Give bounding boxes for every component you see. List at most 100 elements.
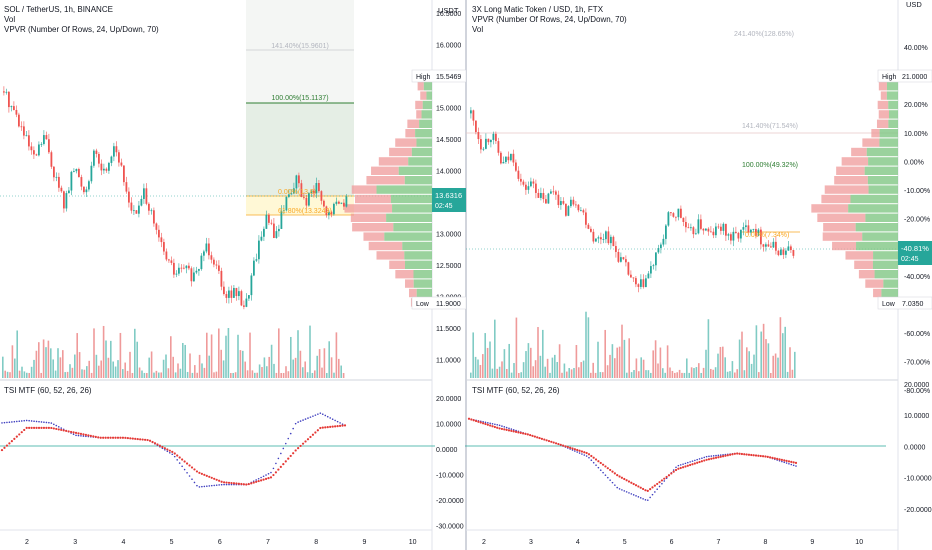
right-volume-bar-74: [647, 370, 650, 378]
right-candle-body-119: [767, 244, 770, 247]
right-tsi-series-1-pt-89: [677, 467, 680, 470]
left-tsi-series-1-pt-135: [334, 425, 337, 428]
left-price-axis[interactable]: USDT 16.500016.000015.500015.000014.5000…: [411, 6, 467, 531]
left-tsi-series-0-pt-23: [57, 426, 60, 428]
right-tsi-series-1-pt-101: [705, 458, 708, 461]
right-vpvr-row-down-2: [877, 100, 889, 110]
right-candle-body-62: [625, 259, 627, 263]
left-tsi-series-1-pt-3: [8, 442, 11, 445]
right-tsi-series-1-pt-42: [566, 445, 569, 449]
right-tsi-series-0-pt-65: [621, 489, 623, 491]
right-tsi-series-0-pt-60: [609, 479, 611, 481]
right-tsi-series-0-pt-74: [642, 498, 644, 500]
right-candle-body-111: [747, 225, 750, 233]
left-tsi-series-0-pt-16: [40, 421, 43, 423]
left-candle-body-1: [5, 91, 8, 93]
left-volume-bar-131: [316, 355, 318, 378]
right-candle-body-124: [780, 249, 782, 256]
right-volume-bar-114: [743, 370, 746, 378]
right-tsi-series-1-pt-59: [606, 467, 609, 470]
left-tsi-series-1-pt-81: [200, 472, 203, 475]
left-last-price: 13.6316: [435, 191, 462, 200]
right-candle-body-59: [617, 251, 620, 262]
left-volume-bar-56: [136, 341, 138, 378]
right-volume-bar-11: [496, 368, 498, 378]
right-vpvr-row-down-15: [823, 223, 856, 232]
right-price-tick-3: 10.00%: [904, 131, 928, 138]
right-vpvr-row-down-10: [834, 176, 868, 185]
left-candle-body-45: [115, 146, 118, 153]
right-tsi-series-1-pt-103: [710, 457, 713, 460]
right-volume-bar-122: [762, 323, 765, 378]
left-symbol-title[interactable]: SOL / TetherUS, 1h, BINANCE: [4, 5, 113, 14]
right-vpvr-row-down-5: [871, 129, 880, 138]
left-tsi-series-1-pt-27: [67, 430, 70, 433]
left-candle-body-136: [343, 202, 345, 207]
right-volume-bar-28: [537, 327, 539, 378]
left-tsi-series-0-pt-15: [38, 420, 40, 423]
left-tsi-series-0-pt-74: [183, 468, 186, 471]
left-candle-body-35: [90, 165, 93, 182]
left-vpvr-label[interactable]: VPVR (Number Of Rows, 24, Up/Down, 70): [4, 25, 159, 34]
left-candle-body-0: [3, 91, 5, 93]
left-volume-bar-39: [95, 354, 98, 378]
left-candle-body-77: [195, 270, 198, 273]
left-tsi-series-0-pt-84: [208, 485, 211, 487]
left-candle-body-7: [20, 126, 23, 128]
right-vpvr-row-down-11: [824, 185, 869, 194]
left-candle-body-73: [185, 265, 188, 269]
left-price-tick-11: 11.0000: [436, 358, 461, 365]
left-candle-body-11: [30, 146, 33, 151]
right-vpvr-row-down-13: [811, 204, 849, 213]
left-candle-body-81: [205, 243, 208, 252]
left-tsi-legend[interactable]: TSI MTF (60, 52, 26, 26): [4, 386, 92, 395]
left-x-tick-0: 2: [25, 539, 29, 546]
right-volume-bar-120: [758, 372, 760, 378]
left-volume-bar-77: [186, 371, 189, 378]
right-vpvr-label[interactable]: VPVR (Number Of Rows, 24, Up/Down, 70): [472, 15, 627, 24]
left-tsi-series-0-pt-5: [13, 420, 16, 423]
left-x-tick-2: 4: [121, 539, 125, 546]
left-tsi-series-0-pt-136: [336, 420, 339, 423]
right-candle-body-108: [740, 229, 742, 239]
left-candle-body-123: [310, 190, 313, 193]
left-volume-bar-48: [117, 360, 119, 378]
left-volume-bar-52: [126, 370, 129, 378]
left-tsi-series-0-pt-0: [1, 422, 3, 424]
right-vpvr-row-down-3: [878, 110, 889, 119]
right-candle-body-64: [630, 274, 632, 278]
right-volume-bar-5: [482, 354, 484, 378]
right-volume-bar-121: [760, 331, 762, 378]
right-volume-bar-97: [702, 367, 705, 378]
right-tsi-series-1-pt-4: [477, 420, 480, 423]
right-vol-label[interactable]: Vol: [472, 25, 484, 34]
right-tsi-series-0-pt-97: [696, 458, 698, 461]
left-vpvr-row-up-7: [411, 147, 432, 157]
left-volume-bar-106: [256, 372, 258, 378]
right-tsi-series-1-pt-44: [571, 447, 574, 450]
right-candle-body-0: [470, 110, 472, 114]
right-candle-body-71: [647, 273, 650, 279]
right-candle-body-95: [707, 228, 710, 232]
left-tsi-series-0-pt-85: [210, 484, 213, 487]
left-volume-bar-60: [146, 372, 148, 378]
right-candle-body-17: [512, 153, 515, 163]
right-symbol-title[interactable]: 3X Long Matic Token / USD, 1h, FTX: [472, 5, 604, 14]
left-tsi-series-0-pt-90: [223, 483, 225, 486]
right-tsi-legend[interactable]: TSI MTF (60, 52, 26, 26): [472, 386, 560, 395]
left-vol-label[interactable]: Vol: [4, 15, 16, 24]
right-candle-body-25: [532, 181, 535, 184]
right-candle-body-29: [542, 192, 545, 200]
left-candle-body-39: [100, 163, 103, 171]
right-volume-bar-63: [621, 324, 623, 378]
right-tsi-series-1-pt-53: [592, 456, 595, 459]
right-volume-bar-12: [498, 366, 501, 378]
left-volume-bar-61: [148, 357, 150, 378]
left-tsi-series-1-pt-37: [92, 435, 95, 438]
right-candle-body-98: [715, 226, 717, 236]
left-volume-bar-33: [81, 369, 83, 378]
right-candle-body-104: [730, 234, 732, 241]
left-volume-bar-108: [261, 367, 263, 378]
right-price-axis[interactable]: USD 40.00%30.00%20.00%10.00%0.00%-10.00%…: [877, 0, 932, 514]
